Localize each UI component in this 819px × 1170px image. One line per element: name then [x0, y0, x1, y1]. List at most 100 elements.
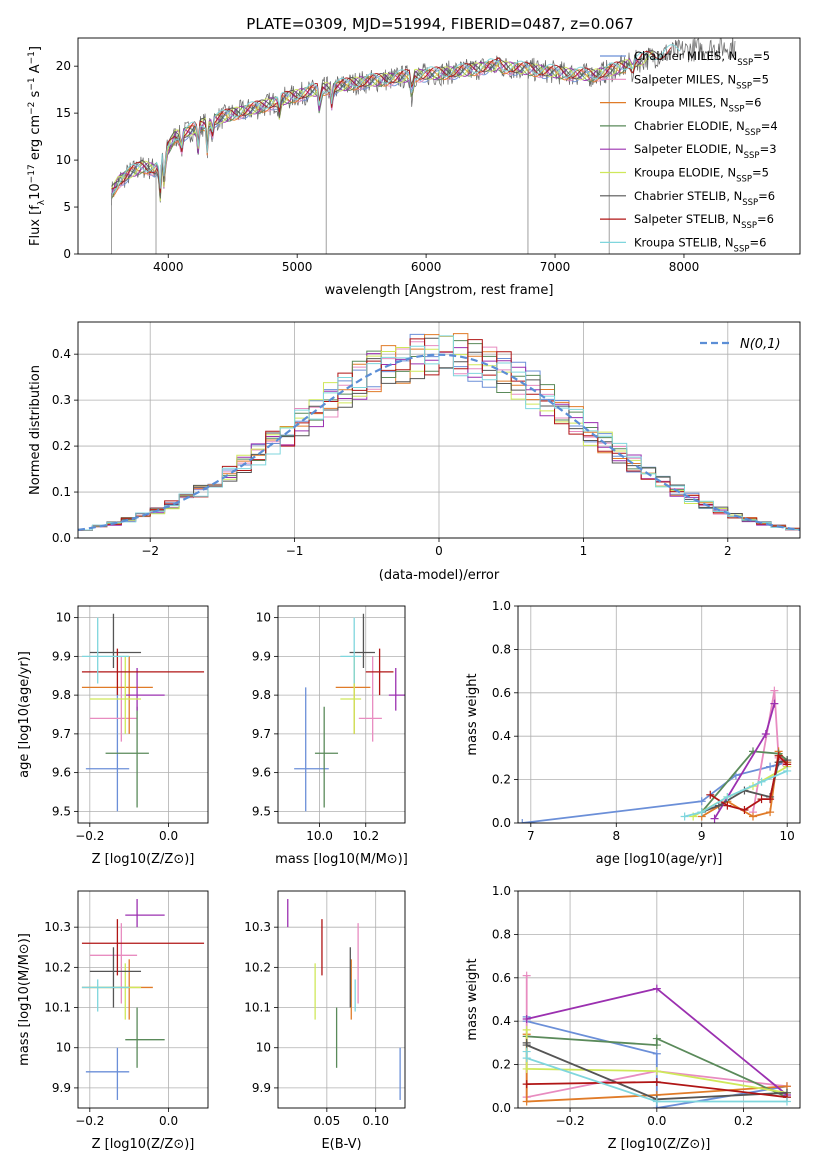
mass-vs-extinction-axes: 0.05 0.10 9.9 10 10.1 10.2 10.3 [244, 891, 405, 1128]
age-vs-mass-plot-area [294, 613, 405, 812]
y-tick-label: 20 [56, 59, 71, 73]
y-tick-label: 9.8 [252, 688, 271, 702]
mass-weight-marker [723, 801, 732, 810]
mass-weight-marker [697, 797, 706, 806]
y-tick-label: 10.2 [244, 960, 271, 974]
y-tick-label: 10.1 [44, 1001, 71, 1015]
y-tick-label: 5 [63, 200, 71, 214]
y-tick-label: 1.0 [492, 884, 511, 898]
hist-x-axis-label: (data-model)/error [379, 568, 500, 583]
x-tick-label: −2 [141, 544, 159, 558]
mass-weight-marker [766, 808, 775, 817]
mass-vs-extinction-x-axis-label: E(B-V) [321, 1137, 361, 1152]
y-tick-label: 0.8 [492, 927, 511, 941]
y-tick-label: 9.7 [252, 727, 271, 741]
y-tick-label: 9.5 [52, 804, 71, 818]
legend-label-subscript: SSP [744, 151, 760, 161]
spectrum-axes: 4000 5000 6000 7000 8000 0 5 10 15 20 [56, 59, 700, 274]
y-tick-label: 0.2 [492, 773, 511, 787]
y-tick-label: 0.4 [52, 347, 71, 361]
legend-label-text: Salpeter MILES, N [634, 72, 736, 86]
x-tick-label: 8 [612, 829, 620, 843]
mass-weight-marker [706, 790, 715, 799]
mass-weight-marker [522, 971, 531, 980]
y-tick-label: 9.9 [252, 1081, 271, 1095]
mass-weight-marker [770, 699, 779, 708]
hist-plot-area [78, 333, 800, 531]
legend-label-count: =6 [744, 96, 761, 110]
model-spectrum-line [111, 44, 681, 195]
y-axis-label-part: erg cm [28, 115, 43, 164]
y-tick-label: 1.0 [492, 599, 511, 613]
x-tick-label: 10 [780, 829, 795, 843]
legend-label-count: =5 [753, 49, 770, 63]
x-tick-label: 1 [580, 544, 588, 558]
y-tick-label: 0.6 [492, 971, 511, 985]
mass-vs-metallicity-frame [77, 890, 209, 1109]
legend-label-subscript: SSP [745, 128, 761, 138]
mass-vs-metallicity-x-axis-label: Z [log10(Z/Z⊙)] [92, 1137, 195, 1152]
legend-label-subscript: SSP [742, 198, 758, 208]
y-tick-label: 0.2 [52, 439, 71, 453]
legend-label: Chabrier ELODIE, NSSP=4 [634, 119, 778, 138]
mass-weight-marker [522, 1015, 531, 1024]
x-tick-label: −0.2 [75, 829, 104, 843]
y-tick-label: 9.6 [52, 766, 71, 780]
x-tick-label: 0 [435, 544, 443, 558]
y-tick-label: 0.0 [492, 1101, 511, 1115]
mass-weight-marker [652, 1034, 661, 1043]
hist-frame [77, 321, 801, 539]
x-tick-label: −0.2 [75, 1114, 104, 1128]
mass-weight-marker [766, 795, 775, 804]
mass-weight-marker [652, 1049, 661, 1058]
legend-label-text: Kroupa MILES, N [634, 96, 729, 110]
figure-title: PLATE=0309, MJD=51994, FIBERID=0487, z=0… [246, 15, 633, 33]
legend-label-count: =5 [752, 72, 769, 86]
age-vs-mass-frame [277, 605, 406, 824]
y-tick-label: 0.0 [492, 816, 511, 830]
y-tick-label: 9.5 [252, 804, 271, 818]
x-tick-label: 0.10 [362, 1114, 389, 1128]
legend-label: Salpeter MILES, NSSP=5 [634, 72, 769, 91]
mass-weight-marker [782, 1097, 791, 1106]
hist-y-axis-label: Normed distribution [28, 365, 43, 495]
y-tick-label: 10 [56, 1041, 71, 1055]
model-spectrum-line [111, 58, 645, 199]
y-tick-label: 10.2 [44, 960, 71, 974]
mass-vs-metallicity-y-axis-label: mass [log10(M/M⊙)] [17, 933, 32, 1066]
y-tick-label: 9.7 [52, 727, 71, 741]
residual-histogram-axes: −2 −1 0 1 2 0.0 0.1 0.2 0.3 0.4 [52, 322, 800, 558]
y-tick-label: 9.9 [52, 1081, 71, 1095]
mass-weight-line [701, 750, 788, 813]
y-tick-label: 10.3 [44, 920, 71, 934]
mass-weight-vs-metallicity-frame [517, 890, 801, 1109]
x-tick-label: 6000 [411, 260, 442, 274]
mass-weight-marker [652, 984, 661, 993]
x-tick-label: −1 [286, 544, 304, 558]
mass-weight-marker [757, 777, 766, 786]
legend-label-text: Salpeter ELODIE, N [634, 142, 744, 156]
x-tick-label: 0.0 [159, 1114, 178, 1128]
y-tick-label: 0 [63, 247, 71, 261]
age-vs-metallicity-y-axis-label: age [log10(age/yr)] [17, 651, 32, 778]
mass-weight-marker [723, 792, 732, 801]
x-tick-label: 5000 [282, 260, 313, 274]
legend-label: Salpeter ELODIE, NSSP=3 [634, 142, 777, 161]
x-tick-label: 4000 [153, 260, 184, 274]
y-tick-label: 9.9 [52, 649, 71, 663]
spectrum-x-axis-label: wavelength [Angstrom, rest frame] [325, 283, 554, 298]
y-tick-label: 9.9 [252, 649, 271, 663]
mass-weight-marker [652, 1067, 661, 1076]
x-tick-label: 0.2 [734, 1114, 753, 1128]
y-tick-label: 10 [256, 611, 271, 625]
y-tick-label: 0.6 [492, 686, 511, 700]
normal-legend-label: N(0,1) [740, 337, 781, 352]
legend-label-count: =6 [749, 235, 766, 249]
y-axis-label-part: Flux [f [28, 205, 43, 246]
age-vs-mass-x-axis-label: mass [log10(M/M⊙)] [275, 852, 408, 867]
y-tick-label: 10 [56, 611, 71, 625]
mass-weight-marker [518, 819, 527, 823]
x-tick-label: 8000 [669, 260, 700, 274]
